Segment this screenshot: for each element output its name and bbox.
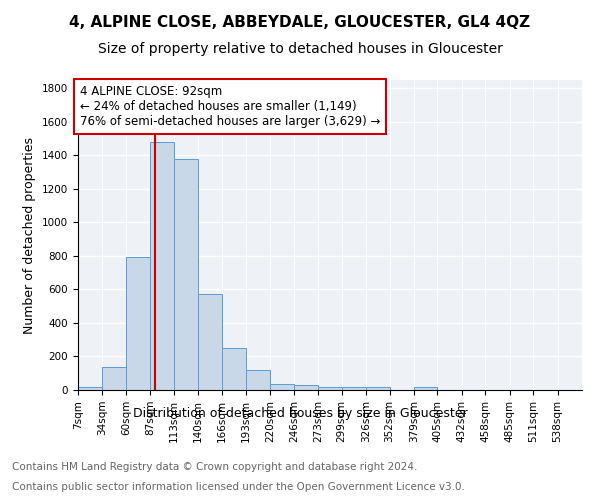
Bar	[150, 142, 174, 390]
Bar	[414, 386, 437, 390]
Bar	[221, 348, 246, 390]
Bar	[246, 370, 271, 390]
Text: Size of property relative to detached houses in Gloucester: Size of property relative to detached ho…	[98, 42, 502, 56]
Text: Distribution of detached houses by size in Gloucester: Distribution of detached houses by size …	[133, 408, 467, 420]
Bar	[198, 294, 221, 390]
Bar	[318, 386, 342, 390]
Bar	[366, 388, 389, 390]
Text: Contains public sector information licensed under the Open Government Licence v3: Contains public sector information licen…	[12, 482, 465, 492]
Bar	[174, 159, 198, 390]
Bar	[294, 385, 318, 390]
Bar	[78, 387, 103, 390]
Text: 4, ALPINE CLOSE, ABBEYDALE, GLOUCESTER, GL4 4QZ: 4, ALPINE CLOSE, ABBEYDALE, GLOUCESTER, …	[70, 15, 530, 30]
Y-axis label: Number of detached properties: Number of detached properties	[23, 136, 37, 334]
Text: 4 ALPINE CLOSE: 92sqm
← 24% of detached houses are smaller (1,149)
76% of semi-d: 4 ALPINE CLOSE: 92sqm ← 24% of detached …	[80, 85, 380, 128]
Bar	[126, 257, 150, 390]
Bar	[103, 368, 126, 390]
Bar	[271, 384, 294, 390]
Bar	[342, 388, 366, 390]
Text: Contains HM Land Registry data © Crown copyright and database right 2024.: Contains HM Land Registry data © Crown c…	[12, 462, 418, 472]
